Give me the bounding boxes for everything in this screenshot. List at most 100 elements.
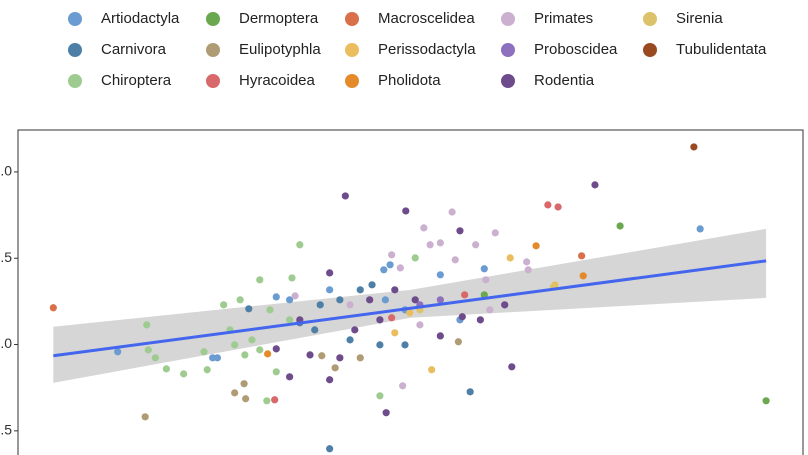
data-point bbox=[368, 281, 376, 289]
data-point bbox=[272, 368, 280, 376]
data-point bbox=[213, 354, 221, 362]
data-point bbox=[286, 316, 294, 324]
data-point bbox=[326, 286, 334, 294]
data-point bbox=[318, 352, 326, 360]
data-point bbox=[391, 286, 399, 294]
data-point bbox=[544, 201, 552, 209]
data-point bbox=[151, 354, 159, 362]
data-point bbox=[491, 229, 499, 237]
data-point bbox=[336, 296, 344, 304]
data-point bbox=[466, 388, 474, 396]
data-point bbox=[696, 225, 704, 233]
data-point bbox=[508, 363, 516, 371]
data-point bbox=[266, 306, 274, 314]
data-point bbox=[391, 329, 399, 337]
data-point bbox=[220, 301, 228, 309]
data-point bbox=[524, 266, 532, 274]
data-point bbox=[402, 207, 410, 215]
data-point bbox=[286, 296, 294, 304]
trend-line bbox=[53, 259, 767, 358]
data-point bbox=[326, 376, 334, 384]
data-point bbox=[272, 293, 280, 301]
data-point bbox=[376, 341, 384, 349]
data-point bbox=[388, 251, 396, 259]
legend-marker bbox=[643, 43, 657, 57]
legend-label: Dermoptera bbox=[239, 10, 319, 27]
data-point bbox=[616, 222, 624, 230]
legend-marker bbox=[501, 74, 515, 88]
legend-label: Tubulidentata bbox=[676, 41, 767, 58]
data-point bbox=[336, 354, 344, 362]
data-point bbox=[501, 301, 509, 309]
y-tick-label: 1.0 bbox=[0, 335, 12, 351]
data-point bbox=[144, 346, 152, 354]
data-point bbox=[326, 445, 334, 453]
data-point bbox=[351, 326, 359, 334]
data-point bbox=[256, 346, 264, 354]
data-point bbox=[341, 192, 349, 200]
data-point bbox=[381, 296, 389, 304]
legend-marker bbox=[68, 43, 82, 57]
data-point bbox=[288, 274, 296, 282]
legend-label: Hyracoidea bbox=[239, 72, 316, 89]
data-point bbox=[388, 314, 396, 322]
data-point bbox=[180, 370, 188, 378]
data-point bbox=[346, 301, 354, 309]
data-point bbox=[454, 338, 462, 346]
legend-label: Artiodactyla bbox=[101, 10, 180, 27]
data-point bbox=[231, 341, 239, 349]
data-point bbox=[436, 271, 444, 279]
data-point bbox=[356, 286, 364, 294]
data-point bbox=[482, 276, 490, 284]
y-tick-label: 1.5 bbox=[0, 249, 12, 265]
panel-border bbox=[17, 129, 804, 455]
legend-marker bbox=[68, 74, 82, 88]
data-point bbox=[762, 397, 770, 405]
data-point bbox=[306, 351, 314, 359]
data-point bbox=[242, 395, 250, 403]
data-point bbox=[286, 373, 294, 381]
data-point bbox=[236, 296, 244, 304]
data-point bbox=[245, 305, 253, 313]
legend-label: Sirenia bbox=[676, 10, 723, 27]
data-point bbox=[49, 304, 57, 312]
data-point bbox=[114, 348, 122, 356]
data-point bbox=[311, 326, 319, 334]
y-tick-label: 0.5 bbox=[0, 422, 12, 438]
data-point bbox=[480, 291, 488, 299]
legend-label: Macroscelidea bbox=[378, 10, 475, 27]
legend-label: Perissodactyla bbox=[378, 41, 476, 58]
data-point bbox=[272, 345, 280, 353]
data-point bbox=[366, 296, 374, 304]
data-point bbox=[143, 321, 151, 329]
data-point bbox=[256, 276, 264, 284]
data-point bbox=[578, 252, 586, 260]
data-point bbox=[579, 272, 587, 280]
data-point bbox=[591, 181, 599, 189]
data-point bbox=[436, 332, 444, 340]
data-point bbox=[271, 396, 279, 404]
data-point bbox=[382, 409, 390, 417]
legend-marker bbox=[68, 12, 82, 26]
legend-marker bbox=[501, 12, 515, 26]
data-point bbox=[263, 397, 271, 405]
data-point bbox=[376, 316, 384, 324]
data-point bbox=[461, 291, 469, 299]
legend-marker bbox=[345, 43, 359, 57]
data-point bbox=[476, 316, 484, 324]
data-point bbox=[532, 242, 540, 250]
data-point bbox=[380, 266, 388, 274]
data-point bbox=[506, 254, 514, 262]
data-point bbox=[296, 241, 304, 249]
legend-marker bbox=[501, 43, 515, 57]
data-point bbox=[241, 351, 249, 359]
data-point bbox=[399, 382, 407, 390]
legend-label: Carnivora bbox=[101, 41, 167, 58]
data-point bbox=[406, 309, 414, 317]
data-point bbox=[240, 380, 248, 388]
legend-label: Chiroptera bbox=[101, 72, 172, 89]
data-point bbox=[451, 256, 459, 264]
data-point bbox=[396, 264, 404, 272]
